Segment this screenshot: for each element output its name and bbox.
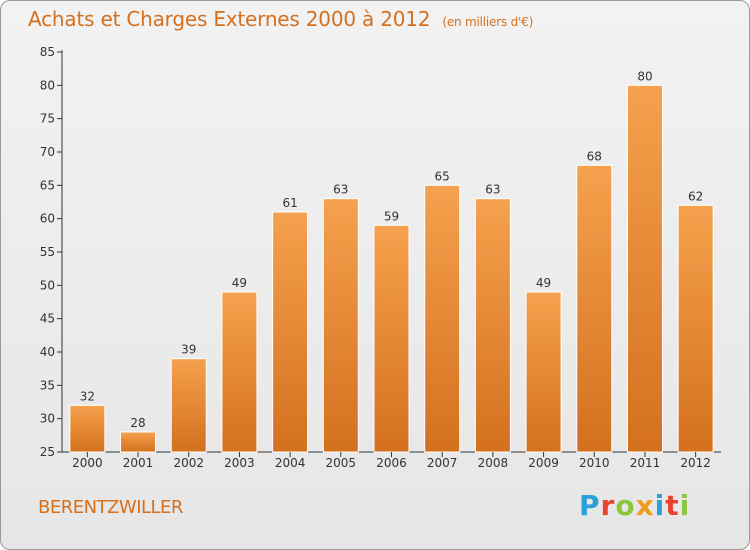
logo-letter: P [579,489,601,522]
bar [576,164,613,453]
logo-letter: i [654,489,666,522]
y-tick-label: 70 [40,145,55,159]
logo-letter: i [679,489,691,522]
y-tick-label: 60 [40,212,55,226]
bar [626,84,663,453]
y-tick-label: 75 [40,112,55,126]
x-tick-label: 2005 [326,456,357,470]
chart-title-text: Achats et Charges Externes 2000 à 2012 [28,7,431,31]
bar [221,291,258,453]
data-label: 49 [536,276,551,290]
data-label: 62 [688,189,703,203]
x-tick-label: 2008 [478,456,509,470]
y-tick-label: 55 [40,245,55,259]
y-tick-label: 45 [40,312,55,326]
x-tick-label: 2000 [72,456,103,470]
logo-letter: x [635,489,655,522]
x-tick-label: 2010 [579,456,610,470]
chart-title: Achats et Charges Externes 2000 à 2012 (e… [28,7,533,31]
data-label: 68 [587,149,602,163]
y-tick-label: 85 [40,45,55,59]
y-tick-label: 30 [40,412,55,426]
chart-unit: (en milliers d'€) [442,15,534,29]
bar [424,184,461,453]
data-label: 80 [637,69,652,83]
data-label: 39 [181,343,196,357]
data-label: 59 [384,209,399,223]
x-tick-label: 2001 [123,456,154,470]
data-label: 32 [80,389,95,403]
y-tick-label: 25 [40,445,55,459]
logo-letter: t [665,489,680,522]
bar [69,404,106,453]
bar [272,211,309,453]
bar [322,198,359,453]
data-label: 65 [435,169,450,183]
x-tick-label: 2002 [173,456,204,470]
data-label: 63 [333,183,348,197]
logo-letter: o [615,489,636,522]
y-tick-label: 40 [40,345,55,359]
bar [170,358,207,453]
x-tick-label: 2012 [680,456,711,470]
bar [677,204,714,453]
bar [474,198,511,453]
logo-letter: r [600,489,616,522]
data-label: 28 [130,416,145,430]
y-tick-label: 80 [40,78,55,92]
y-tick-label: 50 [40,278,55,292]
x-tick-label: 2006 [376,456,407,470]
bar [525,291,562,453]
commune-name: BERENTZWILLER [38,497,183,518]
proxiti-logo: Proxiti [579,489,690,522]
bar [373,224,410,453]
data-label: 61 [282,196,297,210]
x-tick-label: 2004 [275,456,306,470]
y-tick-label: 35 [40,378,55,392]
y-tick-label: 65 [40,178,55,192]
x-tick-label: 2011 [630,456,661,470]
data-label: 63 [485,183,500,197]
x-tick-label: 2003 [224,456,255,470]
x-tick-label: 2007 [427,456,458,470]
x-tick-label: 2009 [528,456,559,470]
data-label: 49 [232,276,247,290]
bar [120,431,157,453]
